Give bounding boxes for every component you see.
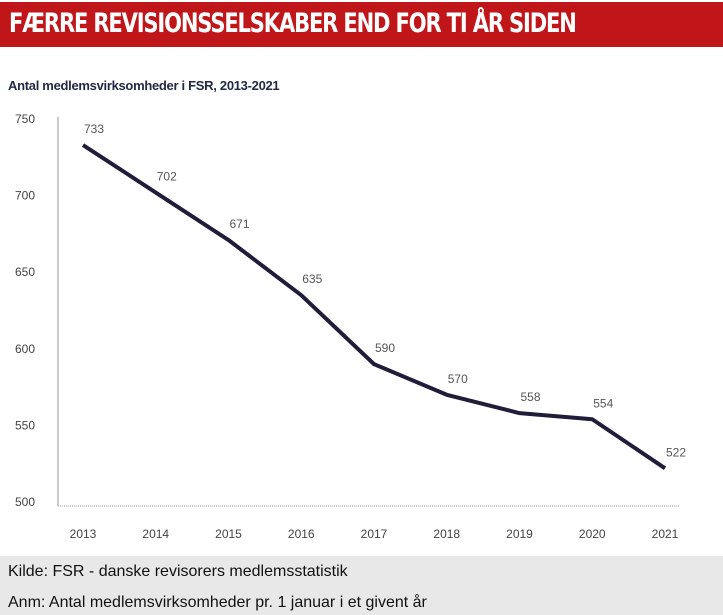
source-note: Kilde: FSR - danske revisorers medlemsst… [8,563,348,580]
x-tick-label: 2019 [506,527,533,541]
footer: Kilde: FSR - danske revisorers medlemsst… [0,556,723,615]
annotation-note: Anm: Antal medlemsvirksomheder pr. 1 jan… [8,594,427,611]
x-tick-label: 2013 [70,527,97,541]
series-line [81,143,667,470]
data-label: 522 [666,445,686,459]
header-bar: FÆRRE REVISIONSSELSKABER END FOR TI ÅR S… [0,2,723,47]
y-tick-label: 700 [15,189,35,203]
data-label: 554 [593,396,613,410]
y-tick-label: 500 [15,495,35,509]
x-tick-label: 2018 [433,527,460,541]
data-label: 570 [448,372,468,386]
x-tick-label: 2015 [215,527,242,541]
y-tick-label: 550 [15,418,35,432]
x-tick-label: 2014 [142,527,169,541]
x-tick-label: 2021 [652,527,679,541]
y-tick-label: 650 [15,265,35,279]
page-title: FÆRRE REVISIONSSELSKABER END FOR TI ÅR S… [9,8,577,39]
data-label: 635 [302,272,322,286]
data-label: 590 [375,341,395,355]
y-tick-label: 750 [15,112,35,126]
line-chart: 500 550 600 650 700 750 2013 2014 2015 2016 2017 20… [15,112,686,541]
data-label: 671 [229,217,249,231]
x-tick-label: 2017 [361,527,388,541]
y-tick-label: 600 [15,342,35,356]
data-label: 733 [84,122,104,136]
x-tick-label: 2020 [579,527,606,541]
data-label: 558 [520,390,540,404]
x-tick-label: 2016 [288,527,315,541]
chart-title: Antal medlemsvirksomheder i FSR, 2013-20… [8,78,280,93]
data-label: 702 [157,170,177,184]
